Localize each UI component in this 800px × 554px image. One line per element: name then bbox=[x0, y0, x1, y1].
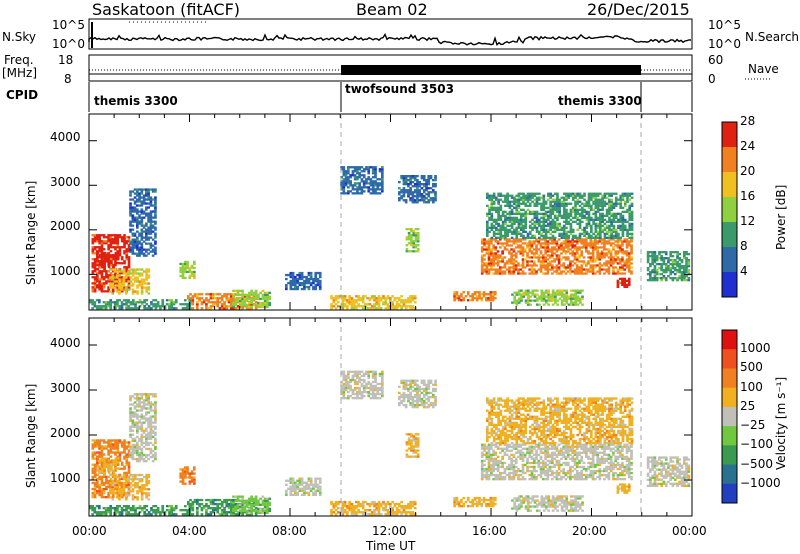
xtick-0: 00:00 bbox=[72, 524, 107, 538]
cpid-label: CPID bbox=[6, 88, 39, 102]
freq-tick-lo: 8 bbox=[64, 72, 72, 86]
xtick-4: 16:00 bbox=[472, 524, 507, 538]
velocity-colorbar-tick-7: −1000 bbox=[740, 475, 781, 490]
power-colorbar-swatch-3 bbox=[722, 197, 737, 223]
top-right-tick-hi: 10^5 bbox=[708, 18, 741, 32]
power-colorbar-tick-0: 4 bbox=[740, 264, 748, 278]
velocity-colorbar-swatch-4 bbox=[722, 406, 737, 427]
power-ytick-4000: 4000 bbox=[50, 130, 81, 144]
top-left-tick-hi: 10^5 bbox=[52, 18, 85, 32]
velocity-colorbar-swatch-0 bbox=[722, 330, 737, 350]
cpid-segment-3: themis 3300 bbox=[558, 94, 642, 108]
velocity-colorbar-tick-2: 100 bbox=[740, 379, 763, 394]
nave-label: Nave bbox=[748, 62, 779, 76]
power-panel-frame bbox=[88, 113, 693, 311]
power-colorbar-swatch-5 bbox=[722, 247, 737, 273]
power-colorbar-tick-1: 8 bbox=[740, 239, 748, 253]
velocity-ytick-4000: 4000 bbox=[50, 336, 81, 350]
velocity-colorbar-swatch-8 bbox=[722, 483, 737, 504]
velocity-colorbar-tick-6: −500 bbox=[740, 456, 773, 471]
nsearch-label: N.Search bbox=[745, 30, 800, 44]
power-colorbar-tick-4: 20 bbox=[740, 164, 756, 178]
power-colorbar-swatch-0 bbox=[722, 122, 737, 148]
power-colorbar-swatch-2 bbox=[722, 172, 737, 198]
velocity-colorbar-swatch-5 bbox=[722, 426, 737, 446]
date-title: 26/Dec/2015 bbox=[587, 0, 690, 19]
power-colorbar-tick-3: 16 bbox=[740, 189, 756, 203]
velocity-colorbar-tick-5: −100 bbox=[740, 437, 773, 452]
xtick-6: 00:00 bbox=[672, 524, 707, 538]
velocity-colorbar-swatch-3 bbox=[722, 387, 737, 408]
velocity-colorbar-tick-3: 25 bbox=[740, 398, 756, 413]
velocity-ytick-2000: 2000 bbox=[50, 426, 81, 440]
power-colorbar-frame bbox=[721, 121, 738, 298]
freq-panel-frame bbox=[88, 54, 693, 82]
nsky-series bbox=[88, 32, 692, 47]
nave-tick-lo: 0 bbox=[708, 72, 716, 86]
power-heatmap bbox=[89, 166, 691, 310]
power-colorbar-tick-2: 12 bbox=[740, 214, 756, 228]
velocity-colorbar-tick-0: 1000 bbox=[740, 341, 771, 356]
xlabel: Time UT bbox=[366, 539, 416, 553]
power-ytick-2000: 2000 bbox=[50, 219, 81, 233]
power-ytick-1000: 1000 bbox=[50, 264, 81, 278]
xtick-5: 20:00 bbox=[572, 524, 607, 538]
velocity-colorbar-tick-4: −25 bbox=[740, 418, 766, 433]
power-colorbar-tick-6: 28 bbox=[740, 114, 756, 128]
velocity-colorbar-swatch-1 bbox=[722, 349, 737, 369]
velocity-panel-frame bbox=[88, 317, 693, 517]
freq-label: Freq. bbox=[4, 53, 34, 67]
power-colorbar-swatch-6 bbox=[722, 272, 737, 298]
velocity-colorbar-swatch-2 bbox=[722, 368, 737, 389]
nave-tick-hi: 60 bbox=[708, 53, 724, 67]
velocity-colorbar-tick-1: 500 bbox=[740, 360, 763, 375]
velocity-ytick-1000: 1000 bbox=[50, 471, 81, 485]
freq-tick-hi: 18 bbox=[58, 53, 74, 67]
xtick-1: 04:00 bbox=[172, 524, 207, 538]
radar-title: Saskatoon (fitACF) bbox=[92, 0, 241, 19]
velocity-colorbar-frame bbox=[721, 329, 738, 504]
top-left-tick-lo: 10^0 bbox=[52, 37, 85, 51]
top-right-tick-lo: 10^0 bbox=[708, 37, 741, 51]
power-colorbar-tick-5: 24 bbox=[740, 139, 756, 153]
cpid-segment-2: twofsound 3503 bbox=[345, 82, 454, 96]
xtick-3: 12:00 bbox=[372, 524, 407, 538]
power-colorbar-swatch-1 bbox=[722, 147, 737, 173]
velocity-colorbar-swatch-6 bbox=[722, 445, 737, 466]
freq-twofsound-block bbox=[341, 65, 641, 75]
power-colorbar-swatch-4 bbox=[722, 222, 737, 248]
velocity-ytick-3000: 3000 bbox=[50, 381, 81, 395]
power-ytick-3000: 3000 bbox=[50, 175, 81, 189]
freq-unit-label: [MHz] bbox=[2, 66, 38, 80]
cpid-segment-1: themis 3300 bbox=[94, 94, 178, 108]
nsky-panel-frame bbox=[88, 18, 693, 50]
beam-title: Beam 02 bbox=[356, 0, 428, 19]
xtick-2: 08:00 bbox=[272, 524, 307, 538]
velocity-colorbar-swatch-7 bbox=[722, 464, 737, 485]
nsky-label: N.Sky bbox=[2, 30, 37, 44]
velocity-heatmap bbox=[89, 370, 691, 516]
